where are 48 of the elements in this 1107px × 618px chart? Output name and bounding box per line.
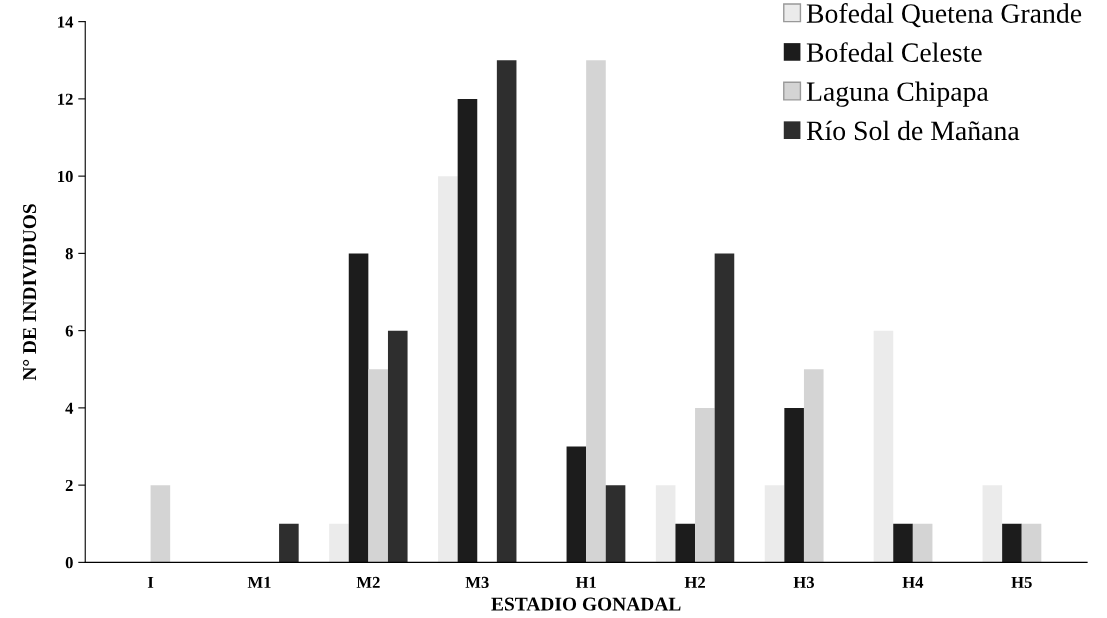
x-tick-label: H2 bbox=[684, 576, 705, 588]
bar bbox=[803, 369, 824, 563]
bar bbox=[368, 369, 388, 563]
x-tick-label: M1 bbox=[247, 576, 271, 588]
bar bbox=[675, 523, 696, 563]
x-axis-title: ESTADIO GONADAL bbox=[491, 597, 681, 611]
bar bbox=[695, 407, 715, 563]
bar bbox=[457, 98, 478, 563]
bar bbox=[586, 60, 606, 563]
bar bbox=[982, 485, 1003, 563]
bar bbox=[912, 523, 933, 563]
y-tick-label: 10 bbox=[58, 170, 73, 183]
x-tick-label: H4 bbox=[902, 576, 924, 588]
bar bbox=[1002, 523, 1022, 563]
bar bbox=[348, 253, 369, 563]
bar bbox=[1021, 523, 1042, 563]
bar bbox=[605, 485, 626, 563]
y-tick-label: 0 bbox=[65, 557, 73, 569]
x-tick-label: I bbox=[147, 576, 154, 588]
y-tick-label: 6 bbox=[65, 325, 73, 337]
y-tick-label: 12 bbox=[58, 93, 73, 105]
y-tick-label: 8 bbox=[65, 248, 73, 260]
bar bbox=[387, 330, 408, 563]
x-tick-label: H3 bbox=[793, 576, 815, 588]
bar bbox=[784, 407, 804, 563]
bar bbox=[655, 485, 676, 563]
x-tick-label: M2 bbox=[356, 576, 380, 588]
bar bbox=[279, 523, 299, 563]
bar bbox=[714, 253, 735, 563]
legend-label: Bofedal Celeste bbox=[806, 42, 982, 62]
x-tick-label: M3 bbox=[465, 576, 489, 588]
bar bbox=[496, 60, 517, 563]
y-tick-label: 4 bbox=[65, 402, 74, 414]
bar bbox=[566, 446, 587, 563]
bar bbox=[893, 523, 913, 563]
legend-label: Río Sol de Mañana bbox=[806, 120, 1020, 141]
legend-label: Bofedal Quetena Grande bbox=[806, 3, 1082, 28]
bar bbox=[764, 485, 785, 563]
y-axis-title: N° DE INDIVIDUOS bbox=[23, 204, 37, 381]
bar bbox=[438, 176, 458, 563]
y-tick-label: 14 bbox=[58, 16, 74, 28]
legend-label: Laguna Chipapa bbox=[806, 81, 989, 107]
bar bbox=[873, 330, 894, 563]
x-tick-label: H5 bbox=[1011, 576, 1032, 588]
bar bbox=[150, 485, 171, 563]
bar bbox=[329, 523, 349, 563]
x-tick-label: H1 bbox=[575, 576, 596, 588]
y-tick-label: 2 bbox=[65, 479, 73, 491]
